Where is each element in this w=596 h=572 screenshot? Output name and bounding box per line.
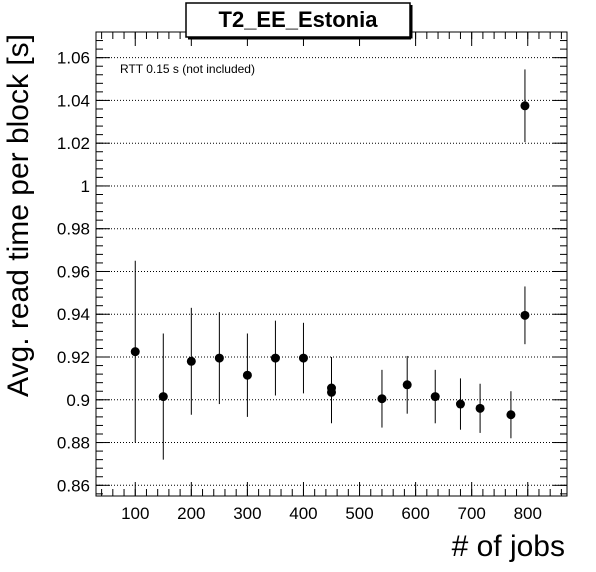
y-tick-label: 1 [81, 177, 90, 196]
rtt-annotation: RTT 0.15 s (not included) [120, 62, 255, 76]
x-tick-label: 600 [401, 504, 429, 523]
data-point [377, 394, 387, 404]
data-point [214, 353, 224, 363]
data-point [455, 399, 465, 409]
data-point [475, 403, 485, 413]
y-tick-label: 1.02 [57, 134, 90, 153]
y-tick-label: 0.98 [57, 220, 90, 239]
grid-lines [96, 57, 567, 486]
y-tick-label: 1.04 [57, 91, 90, 110]
y-tick-label: 1.06 [57, 49, 90, 68]
data-point [158, 392, 168, 402]
data-point [402, 380, 412, 390]
data-point [130, 347, 140, 357]
data-point [520, 310, 530, 320]
major-ticks [96, 32, 567, 496]
x-tick-label: 100 [121, 504, 149, 523]
x-axis-label: # of jobs [452, 530, 565, 563]
data-point [298, 353, 308, 363]
data-point [430, 392, 440, 402]
data-point [242, 370, 252, 380]
y-tick-label: 0.88 [57, 434, 90, 453]
title-box [185, 2, 411, 38]
x-tick-label: 700 [457, 504, 485, 523]
chart-title: T2_EE_Estonia [219, 7, 379, 32]
x-tick-label: 500 [345, 504, 373, 523]
data-point [186, 356, 196, 366]
data-point [506, 410, 516, 420]
x-tick-label: 400 [289, 504, 317, 523]
y-tick-label: 0.9 [66, 391, 90, 410]
y-tick-label: 0.96 [57, 262, 90, 281]
x-tick-label: 200 [177, 504, 205, 523]
data-point [327, 387, 336, 397]
x-tick-label: 300 [233, 504, 261, 523]
data-points [130, 69, 530, 460]
tick-labels: 0.86 0.88 0.9 0.92 0.94 0.96 0.98 1 1.02 1.04 1.06… [57, 49, 542, 523]
y-tick-label: 0.86 [57, 476, 90, 495]
data-point [520, 101, 530, 111]
x-tick-label: 800 [514, 504, 542, 523]
y-tick-label: 0.92 [57, 348, 90, 367]
data-point [270, 353, 280, 363]
y-axis-label: Avg. read time per block [s] [2, 34, 35, 397]
y-tick-label: 0.94 [57, 305, 90, 324]
